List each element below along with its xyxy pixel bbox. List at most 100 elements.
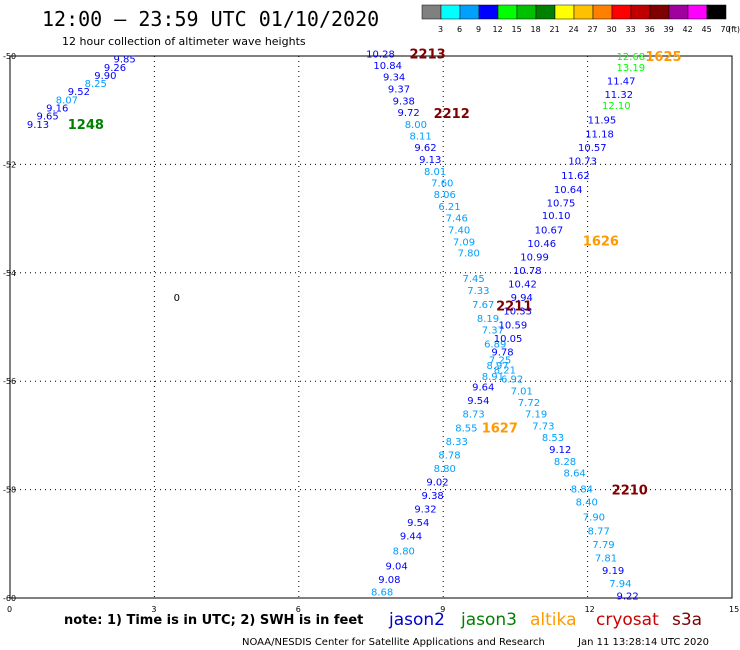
swh-value: 8.01	[424, 167, 446, 178]
swh-value: 10.67	[535, 225, 564, 236]
swh-value: 9.65	[36, 112, 58, 123]
swh-value: 8.80	[393, 546, 415, 557]
swh-value: 8.73	[462, 410, 484, 421]
colorbar-swatch	[668, 4, 689, 20]
y-tick-label: -60	[3, 594, 16, 603]
swh-value: 9.94	[511, 293, 533, 304]
colorbar-tick: 9	[476, 25, 481, 34]
x-tick-label: 0	[7, 605, 12, 614]
swh-value: 7.19	[525, 410, 547, 421]
pass-label: 2210	[612, 484, 648, 499]
legend-cryosat: cryosat	[596, 610, 659, 630]
y-tick-labels: -50 -52 -54 -56 -58 -60	[3, 52, 16, 603]
swh-value: 13.19	[616, 63, 645, 74]
plot-frame	[9, 55, 733, 599]
colorbar-swatch	[478, 4, 499, 20]
swh-value: 10.57	[578, 143, 607, 154]
footer-timestamp: Jan 11 13:28:14 UTC 2020	[577, 637, 709, 648]
swh-value: 9.38	[393, 96, 415, 107]
pass-label: 1248	[68, 118, 104, 133]
swh-value: 8.97	[487, 361, 509, 372]
legend: jason2 jason3 altika cryosat s3a	[388, 610, 702, 630]
chart-title: 12:00 – 23:59 UTC 01/10/2020	[42, 7, 379, 31]
colorbar-swatch	[516, 4, 537, 20]
swh-value: 9.44	[400, 532, 422, 543]
swh-value: 9.19	[602, 566, 624, 577]
y-tick-label: -52	[3, 160, 16, 169]
colorbar-tick: 6	[457, 25, 462, 34]
pass-label: 1625	[645, 50, 681, 65]
colorbar-swatch	[706, 4, 727, 20]
colorbar: 3 6 9 12 15 18 21 24 27 30 33 36 39 42 45 70(ft)	[421, 4, 740, 34]
isolated-value: 0	[174, 293, 180, 304]
swh-value: 7.67	[472, 300, 494, 311]
swh-value: 7.01	[511, 386, 533, 397]
swh-value: 8.28	[554, 457, 576, 468]
colorbar-swatch	[687, 4, 708, 20]
swh-value: 7.72	[518, 398, 540, 409]
pass-label: 2213	[410, 47, 446, 62]
x-tick-label: 9	[440, 605, 445, 614]
swh-value: 10.46	[527, 239, 556, 250]
x-tick-label: 6	[296, 605, 301, 614]
colorbar-swatch	[554, 4, 575, 20]
x-tick-label: 12	[585, 605, 595, 614]
swh-value: 10.59	[499, 320, 528, 331]
colorbar-tick: 12	[493, 25, 503, 34]
footer-credit: NOAA/NESDIS Center for Satellite Applica…	[242, 637, 545, 648]
swh-value: 7.33	[467, 286, 489, 297]
swh-value: 9.85	[113, 55, 135, 66]
swh-value: 11.32	[604, 90, 633, 101]
legend-jason3: jason3	[460, 610, 517, 630]
footer-note: note: 1) Time is in UTC; 2) SWH is in fe…	[64, 613, 363, 628]
swh-value: 10.42	[508, 280, 537, 291]
colorbar-unit: (ft)	[728, 25, 740, 34]
colorbar-swatch	[592, 4, 613, 20]
swh-value: 10.28	[366, 49, 395, 60]
swh-value: 7.09	[453, 237, 475, 248]
swh-value: 8.00	[405, 120, 427, 131]
swh-value: 10.05	[494, 334, 523, 345]
legend-jason2: jason2	[388, 610, 445, 630]
swh-value: 12.68	[616, 52, 645, 63]
swh-value: 11.47	[607, 76, 636, 87]
colorbar-tick: 3	[438, 25, 443, 34]
swh-value: 11.18	[585, 130, 614, 141]
colorbar-swatch	[440, 4, 461, 20]
swh-value: 10.99	[520, 253, 549, 264]
colorbar-tick: 21	[550, 25, 560, 34]
colorbar-tick: 30	[607, 25, 617, 34]
swh-value: 9.37	[388, 85, 410, 96]
pass-labels: 2213 2212 1248 1625 1626 2211 1627 2210	[68, 47, 682, 498]
swh-value: 9.22	[616, 591, 638, 602]
swh-value: 8.21	[494, 365, 516, 376]
swh-value: 9.13	[27, 120, 49, 131]
swh-value: 6.92	[501, 374, 523, 385]
swh-value: 7.60	[431, 178, 453, 189]
colorbar-tick: 70	[721, 25, 731, 34]
swh-value: 9.54	[467, 396, 489, 407]
y-tick-label: -56	[3, 377, 16, 386]
pass-label: 2212	[434, 107, 470, 122]
swh-value: 7.46	[446, 214, 468, 225]
colorbar-swatch	[649, 4, 670, 20]
swh-value: 9.16	[46, 103, 68, 114]
colorbar-swatch	[611, 4, 632, 20]
colorbar-swatch	[535, 4, 556, 20]
swh-value: 7.40	[448, 225, 470, 236]
swh-value: 7.80	[458, 249, 480, 260]
swh-value: 12.10	[602, 101, 631, 112]
swh-value: 9.26	[104, 63, 126, 74]
swh-value: 8.07	[56, 95, 78, 106]
swh-value: 7.37	[482, 326, 504, 337]
colorbar-swatch	[497, 4, 518, 20]
colorbar-swatch	[421, 4, 442, 20]
swh-value: 7.25	[489, 356, 511, 367]
swh-value: 8.91	[482, 372, 504, 383]
swh-value: 8.06	[434, 190, 456, 201]
pass-label: 1626	[583, 234, 619, 249]
colorbar-tick: 15	[512, 25, 522, 34]
y-tick-label: -50	[3, 52, 16, 61]
swh-value: 9.34	[383, 73, 405, 84]
